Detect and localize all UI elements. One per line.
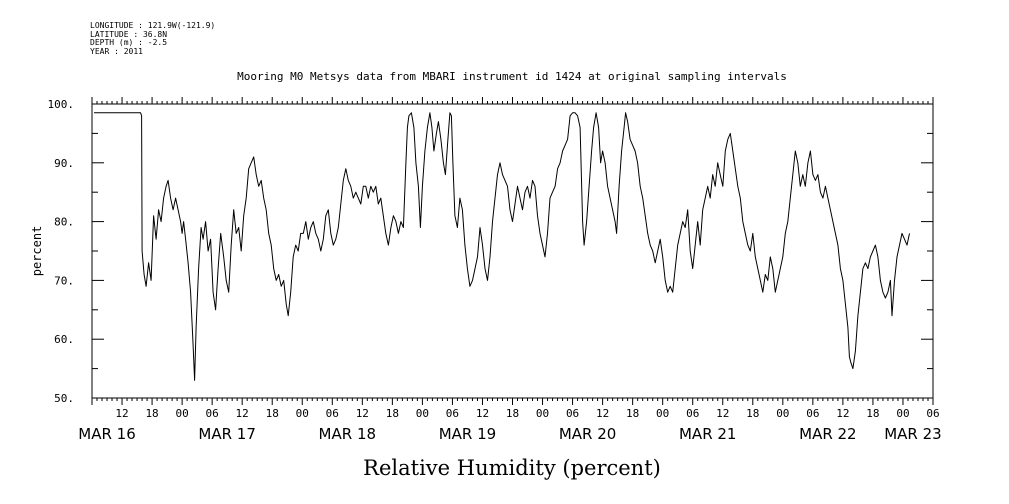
x-hour-label: 00 [536,407,549,420]
x-hour-label: 06 [446,407,459,420]
y-tick-label: 50. [54,392,74,405]
x-date-label: MAR 17 [198,425,255,443]
x-hour-label: 18 [506,407,519,420]
y-tick-label: 60. [54,333,74,346]
location-metadata: LONGITUDE : 121.9W(-121.9) LATITUDE : 36… [90,21,216,56]
x-hour-label: 00 [296,407,309,420]
x-hour-label: 18 [746,407,759,420]
x-hour-label: 12 [356,407,369,420]
latitude-text: LATITUDE : 36.8N [90,29,168,39]
x-hour-label: 06 [686,407,699,420]
x-hour-label: 00 [416,407,429,420]
x-hour-label: 00 [896,407,909,420]
x-date-label: MAR 21 [679,425,736,443]
y-tick-label: 90. [54,157,74,170]
x-hour-label: 18 [145,407,158,420]
x-hour-label: 06 [326,407,339,420]
x-hour-label: 12 [236,407,249,420]
chart-title: Mooring M0 Metsys data from MBARI instru… [237,70,787,83]
x-hour-label: 06 [566,407,579,420]
y-axis-label: percent [30,226,44,277]
x-hour-label: 18 [386,407,399,420]
x-hour-label: 18 [866,407,879,420]
x-date-label: MAR 23 [884,425,941,443]
x-date-label: MAR 18 [319,425,376,443]
x-hour-label: 12 [115,407,128,420]
x-hour-label: 12 [836,407,849,420]
x-hour-label: 12 [716,407,729,420]
x-hour-label: 18 [626,407,639,420]
x-hour-label: 12 [476,407,489,420]
x-axis-label: Relative Humidity (percent) [363,456,661,480]
x-hour-label: 12 [596,407,609,420]
plot-frame [91,103,934,399]
x-date-label: MAR 16 [78,425,135,443]
year-text: YEAR : 2011 [90,46,143,56]
x-hour-label: 18 [266,407,279,420]
y-tick-label: 70. [54,274,74,287]
series-layer [94,112,910,381]
x-hour-label: 06 [926,407,939,420]
x-hour-label: 06 [206,407,219,420]
x-hour-label: 00 [175,407,188,420]
x-axis: 12 18 00 06 12 18 00 06 12 18 00 06 12 18 00 06 12 18 00 06… [78,97,942,443]
longitude-text: LONGITUDE : 121.9W(-121.9) [90,21,216,30]
y-tick-label: 100. [48,98,75,111]
y-tick-label: 80. [54,216,74,229]
humidity-series-line [94,112,910,381]
x-date-label: MAR 22 [799,425,856,443]
depth-text: DEPTH (m) : -2.5 [90,38,168,47]
x-hour-label: 00 [776,407,789,420]
x-date-label: MAR 19 [439,425,496,443]
x-date-label: MAR 20 [559,425,616,443]
x-hour-label: 00 [656,407,669,420]
x-hour-label: 06 [806,407,819,420]
